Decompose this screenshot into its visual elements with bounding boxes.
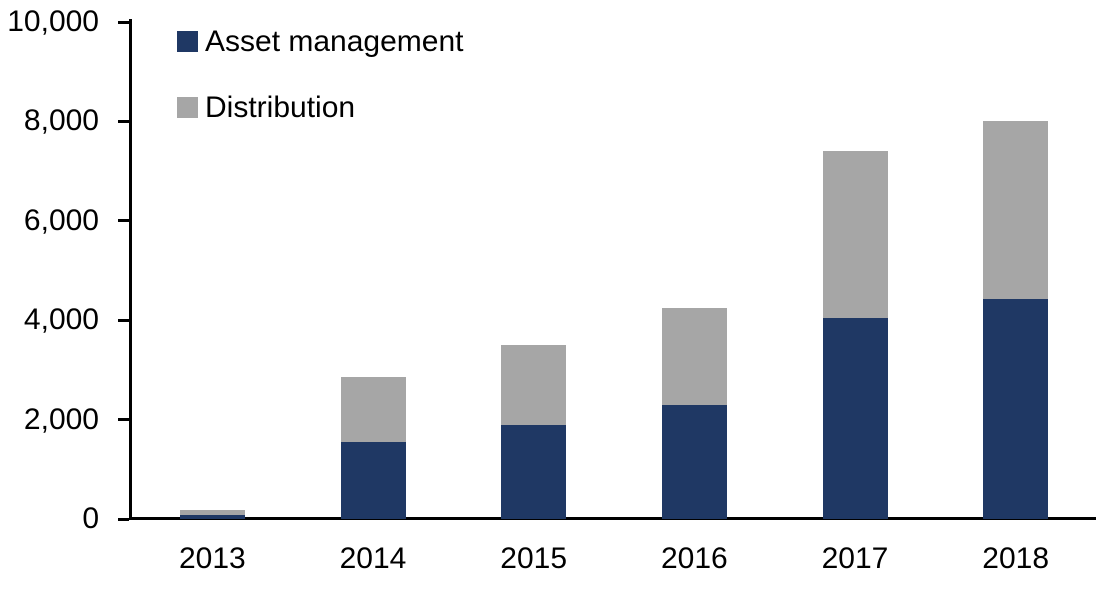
legend-label-asset-management: Asset management <box>205 25 464 58</box>
y-tick-6000 <box>118 219 129 223</box>
x-tick-label-2016: 2016 <box>660 542 728 575</box>
legend-label-distribution: Distribution <box>205 91 356 124</box>
legend-swatch-asset-management-icon <box>177 31 198 52</box>
y-tick-10000 <box>118 20 129 24</box>
y-tick-label-10000: 10,000 <box>7 5 99 38</box>
y-tick-label-2000: 2,000 <box>23 402 99 436</box>
bar-segment-distribution-2016 <box>661 307 727 405</box>
x-tick-label-2014: 2014 <box>339 542 407 575</box>
bar-segment-distribution-2018 <box>983 121 1049 300</box>
x-tick-label-2015: 2015 <box>500 542 568 575</box>
bar-segment-distribution-2015 <box>501 345 567 425</box>
bar-segment-distribution-2017 <box>822 151 888 318</box>
x-tick-label-2013: 2013 <box>178 542 246 575</box>
bar-segment-asset-management-2014 <box>340 441 406 519</box>
bar-segment-asset-management-2017 <box>822 317 888 519</box>
y-tick-label-6000: 6,000 <box>23 203 99 237</box>
y-tick-4000 <box>118 318 129 322</box>
legend-swatch-distribution-icon <box>177 97 198 118</box>
y-tick-label-4000: 4,000 <box>23 303 99 337</box>
y-tick-2000 <box>118 418 129 422</box>
bar-segment-asset-management-2018 <box>983 299 1049 519</box>
y-axis-line <box>129 19 132 520</box>
y-tick-0 <box>118 517 129 521</box>
y-tick-8000 <box>118 119 129 123</box>
legend-item-distribution: Distribution <box>177 91 463 124</box>
legend-item-asset-management: Asset management <box>177 25 463 58</box>
bar-segment-asset-management-2016 <box>661 404 727 519</box>
y-tick-label-0: 0 <box>82 502 99 535</box>
x-axis-line <box>129 517 1096 520</box>
bar-segment-asset-management-2013 <box>179 515 245 519</box>
x-tick-label-2017: 2017 <box>821 542 889 575</box>
bar-segment-distribution-2014 <box>340 377 406 442</box>
y-tick-label-8000: 8,000 <box>23 104 99 138</box>
bar-segment-distribution-2013 <box>179 510 245 516</box>
bar-segment-asset-management-2015 <box>501 424 567 519</box>
x-tick-label-2018: 2018 <box>982 542 1050 575</box>
legend: Asset management Distribution <box>177 25 463 124</box>
